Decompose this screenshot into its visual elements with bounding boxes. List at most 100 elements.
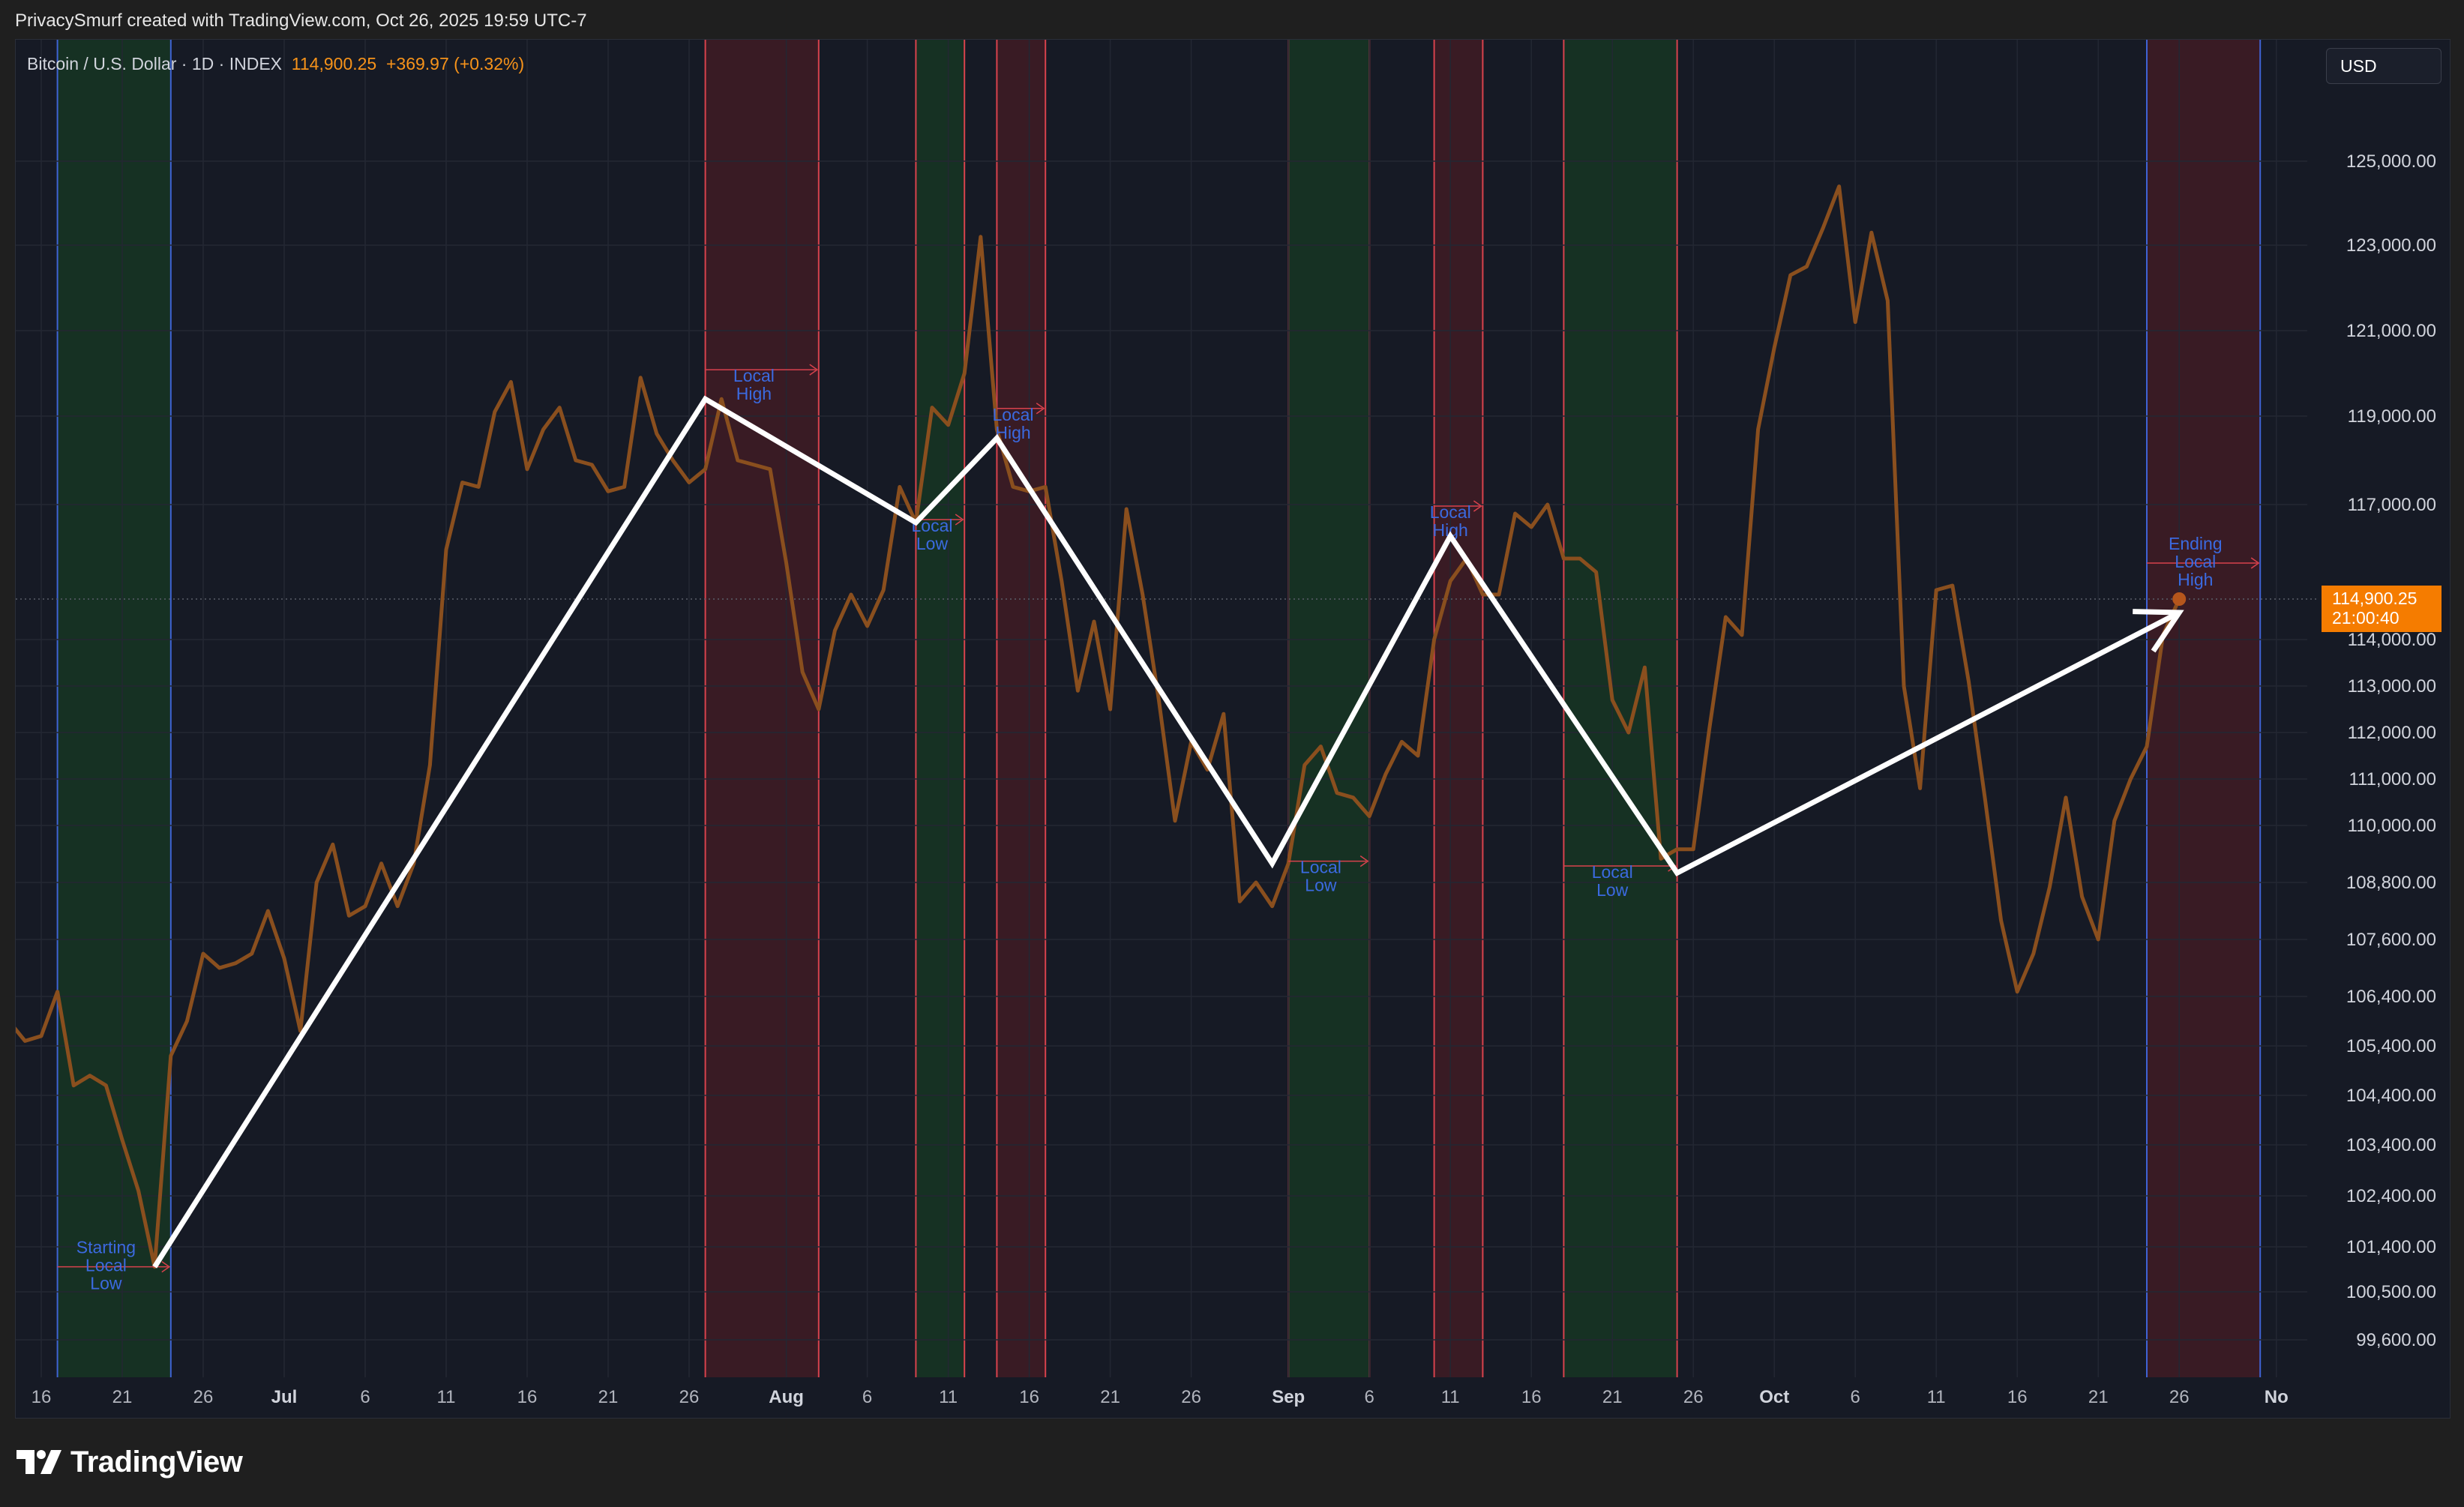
tradingview-logo[interactable]: TradingView (16, 1445, 243, 1479)
annotation-arrowhead (161, 1261, 171, 1273)
last-price-dot (2172, 592, 2187, 606)
last-price: 114,900.25 (291, 54, 377, 73)
time-tick-label: 26 (1683, 1387, 1704, 1407)
time-tick-label: 16 (2007, 1387, 2028, 1407)
currency-selector[interactable]: USD (2326, 48, 2442, 84)
annotation-arrowhead (2250, 557, 2260, 569)
time-tick-label: 16 (31, 1387, 52, 1407)
time-zones (56, 40, 2262, 1377)
time-tick-label: 6 (862, 1387, 872, 1407)
price-tick-label: 99,600.00 (2356, 1330, 2436, 1350)
data-source: INDEX (229, 54, 283, 73)
annotation-label: Local (1430, 502, 1471, 522)
annotation-label: Local (733, 366, 775, 385)
annotation-label: Low (1305, 876, 1337, 895)
annotation-label: Starting (76, 1238, 136, 1257)
time-tick-label: 16 (517, 1387, 538, 1407)
zone-annotations: StartingLocalLowLocalHighLocalLowLocalHi… (57, 364, 2260, 1293)
price-tick-label: 102,400.00 (2346, 1186, 2436, 1206)
price-tick-label: 100,500.00 (2346, 1282, 2436, 1302)
time-tick-label: 21 (1100, 1387, 1120, 1407)
time-tick-label: 11 (1927, 1387, 1946, 1407)
time-tick-label: 21 (598, 1387, 619, 1407)
annotation-arrowhead (1473, 500, 1482, 512)
price-change: +369.97 (385, 54, 449, 73)
last-price-value: 114,900.25 (2332, 589, 2418, 608)
zone-red (705, 40, 819, 1377)
annotation-arrowhead (1036, 403, 1045, 415)
price-tick-label: 106,400.00 (2346, 987, 2436, 1007)
time-tick-label: Oct (1759, 1387, 1789, 1407)
annotation-arrowhead (1359, 855, 1369, 867)
time-tick-label: 11 (1441, 1387, 1460, 1407)
chart-pane[interactable]: Starting Local Low Local High Local Low Local Hi… (15, 39, 2451, 1419)
zone-red (1434, 40, 1483, 1377)
annotation-label: Ending (2169, 534, 2223, 553)
time-tick-label: 21 (2088, 1387, 2109, 1407)
zigzag-overlay (152, 395, 2184, 1269)
brand-name: TradingView (70, 1445, 243, 1479)
annotation-label: Local (993, 405, 1034, 424)
price-tick-label: 121,000.00 (2346, 321, 2436, 341)
timeframe: 1D (191, 54, 214, 73)
symbol-legend[interactable]: Bitcoin / U.S. Dollar · 1D · INDEX 114,9… (27, 54, 524, 74)
price-tick-label: 119,000.00 (2348, 406, 2436, 427)
annotation-label: Local (1592, 862, 1633, 882)
time-tick-label: 26 (2169, 1387, 2190, 1407)
time-tick-label: 6 (1851, 1387, 1860, 1407)
grid-lines (16, 40, 2307, 1377)
price-tick-label: 110,000.00 (2348, 816, 2436, 836)
annotation-arrowhead (809, 364, 819, 376)
zone-green (57, 40, 171, 1377)
price-tick-label: 112,000.00 (2348, 723, 2436, 743)
annotation-label: Low (1596, 880, 1629, 900)
time-tick-label: 21 (112, 1387, 133, 1407)
zone-green (916, 40, 965, 1377)
zigzag-line (152, 395, 2181, 1269)
time-tick-label: Aug (769, 1387, 804, 1407)
price-tick-label: 117,000.00 (2348, 495, 2436, 515)
price-tick-label: 101,400.00 (2346, 1237, 2436, 1257)
price-change-percent: (+0.32%) (454, 54, 525, 73)
price-tick-label: 108,800.00 (2346, 873, 2436, 893)
annotation-label: Low (90, 1274, 122, 1293)
time-axis: 16 21 26 Jul 6 11 16 21 26 Aug 6 11 16 21 26 Sep 6 11 16 21… (31, 1387, 2289, 1407)
time-tick-label: Jul (271, 1387, 298, 1407)
price-tick-label: 113,000.00 (2348, 676, 2436, 697)
zone-red (997, 40, 1046, 1377)
price-tick-label: 125,000.00 (2346, 151, 2436, 172)
zone-red (2147, 40, 2261, 1377)
annotation-label: Local (85, 1256, 127, 1275)
time-tick-label: 6 (1365, 1387, 1374, 1407)
price-tick-label: 103,400.00 (2346, 1135, 2436, 1155)
zone-green (1563, 40, 1677, 1377)
price-tick-label: 114,000.00 (2348, 630, 2436, 650)
time-tick-label: 26 (1181, 1387, 1201, 1407)
time-tick-label: 26 (193, 1387, 214, 1407)
time-tick-label: 16 (1019, 1387, 1039, 1407)
time-tick-label: 11 (437, 1387, 456, 1407)
price-axis: 125,000.00 123,000.00 121,000.00 119,000.00… (2346, 151, 2436, 1350)
annotation-label: High (736, 384, 772, 403)
chart-attribution: PrivacySmurf created with TradingView.co… (15, 10, 587, 31)
last-price-label: 114,900.25 21:00:40 (2322, 586, 2442, 632)
annotation-label: Local (2175, 552, 2216, 571)
annotation-label: Low (916, 534, 949, 553)
price-chart[interactable]: StartingLocalLowLocalHighLocalLowLocalHi… (16, 40, 2450, 1418)
time-tick-label: 21 (1602, 1387, 1623, 1407)
time-tick-label: 16 (1521, 1387, 1542, 1407)
price-tick-label: 104,400.00 (2346, 1086, 2436, 1106)
separator: · (181, 54, 187, 73)
time-tick-label: Sep (1272, 1387, 1305, 1407)
symbol-name: Bitcoin / U.S. Dollar (27, 54, 177, 73)
price-line (16, 184, 2181, 1269)
separator: · (218, 54, 225, 73)
price-tick-label: 105,400.00 (2346, 1036, 2436, 1056)
time-tick-label: No (2265, 1387, 2289, 1407)
annotation-label: Local (1300, 858, 1341, 877)
time-tick-label: 11 (939, 1387, 958, 1407)
bar-countdown: 21:00:40 (2332, 608, 2400, 628)
time-tick-label: 6 (360, 1387, 370, 1407)
zigzag-arrowhead (2133, 609, 2184, 653)
time-tick-label: 26 (679, 1387, 700, 1407)
